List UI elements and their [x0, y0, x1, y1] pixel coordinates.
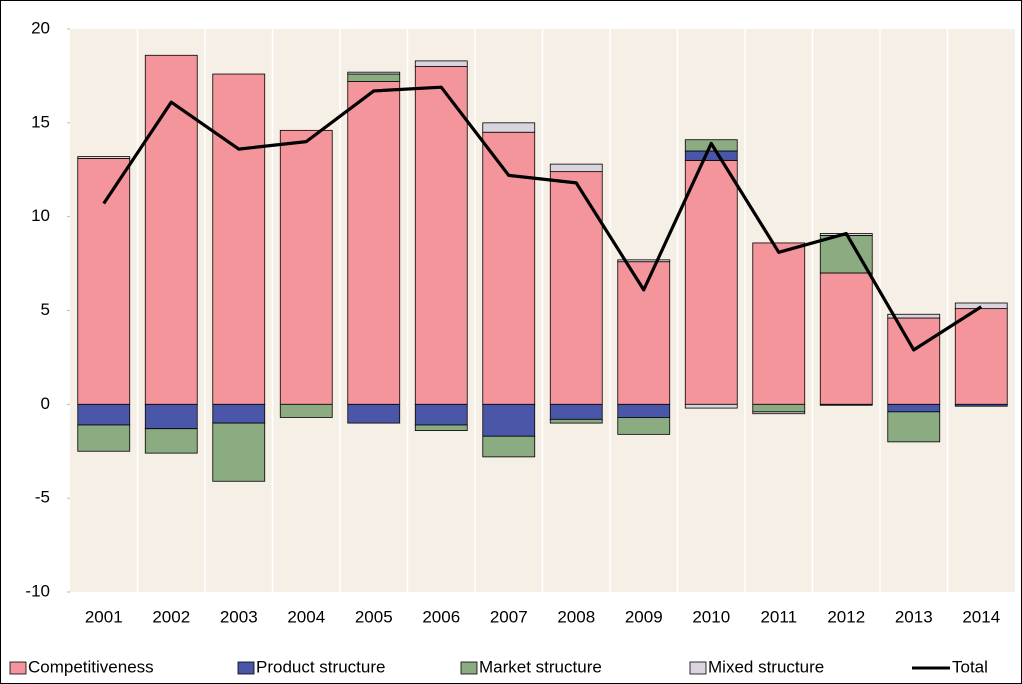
bar-segment [77, 424, 131, 452]
legend-swatch [460, 661, 478, 675]
x-tick-label: 2009 [625, 607, 663, 626]
legend-swatch [689, 661, 707, 675]
bar-segment [819, 403, 873, 406]
bar-segment [77, 156, 131, 159]
y-tick-label: -10 [25, 581, 50, 600]
bar-segment [414, 403, 468, 426]
legend-swatch [237, 661, 255, 675]
bar-segment [887, 403, 941, 413]
x-tick-label: 2008 [557, 607, 595, 626]
x-tick-label: 2003 [220, 607, 258, 626]
bar-segment [549, 171, 603, 405]
bar-segment [347, 71, 401, 75]
y-tick-label: 20 [31, 18, 50, 37]
bar-segment [819, 272, 873, 405]
x-tick-label: 2013 [895, 607, 933, 626]
y-tick-label: 0 [41, 394, 50, 413]
bar-segment [212, 403, 266, 424]
x-tick-label: 2011 [760, 607, 797, 626]
bar-segment [212, 422, 266, 482]
bar-segment [279, 129, 333, 405]
x-tick-label: 2006 [422, 607, 460, 626]
y-tick-label: 5 [41, 300, 50, 319]
bar-segment [954, 403, 1008, 407]
bar-segment [77, 403, 131, 426]
bar-segment [684, 150, 738, 161]
bar-segment [549, 163, 603, 173]
x-tick-label: 2005 [355, 607, 393, 626]
bar-segment [212, 73, 266, 405]
bar-segment [144, 403, 198, 430]
legend-label: Mixed structure [708, 657, 824, 676]
bar-segment [887, 317, 941, 405]
bar-segment [414, 60, 468, 67]
x-tick-label: 2004 [287, 607, 325, 626]
bar-segment [549, 418, 603, 424]
bar-segment [752, 403, 806, 413]
x-tick-label: 2001 [85, 607, 123, 626]
bar-segment [752, 242, 806, 405]
bar-segment [887, 411, 941, 443]
bar-segment [617, 259, 671, 263]
x-tick-label: 2002 [152, 607, 190, 626]
bar-segment [144, 428, 198, 454]
bar-segment [482, 122, 536, 133]
total-line [102, 85, 983, 352]
legend-label: Competitiveness [28, 657, 154, 676]
bar-segment [347, 81, 401, 405]
bar-segment [887, 313, 941, 319]
bar-segment [549, 403, 603, 420]
bar-segment [414, 66, 468, 405]
legend-swatch [9, 661, 27, 675]
bar-segment [617, 403, 671, 418]
x-tick-label: 2012 [827, 607, 865, 626]
y-tick-label: 15 [31, 112, 50, 131]
y-tick-label: -5 [35, 488, 50, 507]
legend-label: Product structure [256, 657, 385, 676]
y-tick-label: 10 [31, 206, 50, 225]
bar-segment [617, 417, 671, 435]
bar-segment [482, 403, 536, 437]
bar-segment [684, 403, 738, 409]
bar-segment [279, 403, 333, 418]
legend-label: Total [952, 657, 988, 676]
x-tick-label: 2010 [692, 607, 730, 626]
bar-segment [414, 424, 468, 432]
bar-segment [144, 54, 198, 405]
bar-segment [752, 411, 806, 415]
x-tick-label: 2007 [490, 607, 528, 626]
bar-segment [617, 261, 671, 405]
bar-segment [954, 308, 1008, 405]
bar-segment [77, 158, 131, 405]
bar-segment [482, 435, 536, 458]
bar-segment [347, 403, 401, 424]
legend-label: Market structure [479, 657, 602, 676]
bar-segment [684, 159, 738, 405]
bar-segment [347, 73, 401, 82]
x-tick-label: 2014 [962, 607, 1000, 626]
